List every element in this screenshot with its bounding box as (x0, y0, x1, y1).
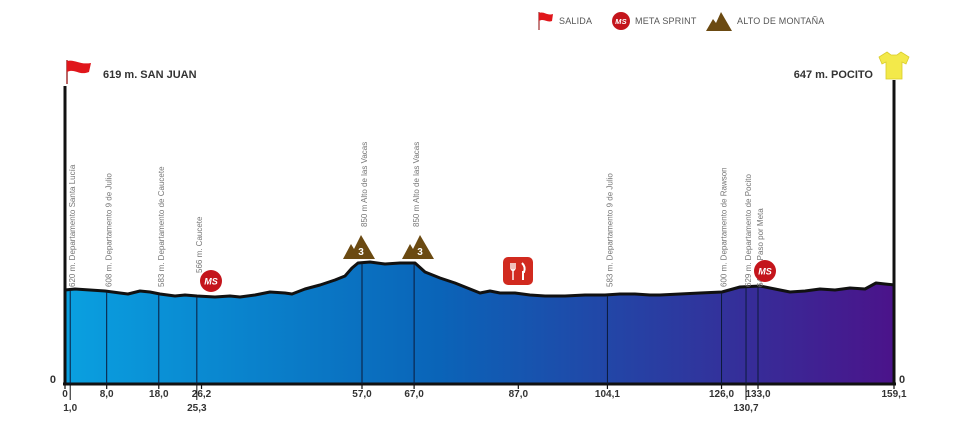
start-label: 619 m. SAN JUAN (103, 69, 197, 81)
km-label: 159,1 (881, 389, 906, 400)
waypoint-label: 647 m. Paso por Meta (756, 208, 765, 287)
yellow-jersey-icon (878, 51, 910, 80)
red-flag-icon (538, 12, 553, 30)
legend-ms-badge: MS (615, 17, 627, 26)
elevation-zero-left: 0 (50, 374, 56, 386)
legend-meta-sprint: MS META SPRINT (611, 10, 697, 32)
fork-knife-icon (503, 257, 533, 285)
waypoint-label: 620 m. Departamento Santa Lucía (68, 164, 77, 287)
meta-sprint-marker-1: MS (200, 270, 222, 292)
meta-sprint-label-1: MS (204, 277, 218, 287)
waypoint-labels: 620 m. Departamento Santa Lucía 608 m. De… (68, 142, 765, 287)
waypoint-label: 583 m. Departamento de Caucete (157, 166, 166, 287)
km-label: 104,1 (595, 389, 620, 400)
km-label: 67,0 (404, 389, 424, 400)
waypoint-label: 600 m. Departamento de Rawson (720, 167, 729, 287)
legend-salida: SALIDA (537, 10, 592, 32)
km-label: 57,0 (352, 389, 372, 400)
climb-category-2: 3 (417, 247, 423, 258)
waypoint-label: 566 m. Caucete (195, 216, 204, 273)
km-label-secondary: 130,7 (734, 403, 759, 414)
waypoint-label: 850 m Alto de las Vacas (412, 142, 421, 227)
km-label: 26,2 (192, 389, 212, 400)
legend-alto-montana-label: ALTO DE MONTAÑA (737, 16, 825, 26)
meta-sprint-icon: MS (612, 12, 630, 30)
legend-salida-label: SALIDA (559, 16, 593, 26)
legend-meta-sprint-label: META SPRINT (635, 16, 697, 26)
elevation-profile-line (64, 260, 896, 299)
waypoint-label: 583 m. Departamento 9 de Julio (605, 173, 614, 287)
mountain-icon (706, 12, 732, 31)
waypoint-label: 629 m. Departamento de Pocito (744, 173, 753, 287)
km-label: 87,0 (509, 389, 529, 400)
km-label: 0 (62, 389, 68, 400)
km-label: 126,0 (709, 389, 734, 400)
km-label-secondary: 1,0 (63, 403, 77, 414)
waypoint-label: 608 m. Departamento 9 de Julio (105, 173, 114, 287)
finish-label: 647 m. POCITO (794, 69, 874, 81)
km-axis: 0 8,0 18,0 26,2 57,0 67,0 87,0 104,1 126,0 133,0 1… (62, 384, 907, 414)
km-label-secondary: 25,3 (187, 403, 207, 414)
climb-marker-2: 3 (402, 235, 434, 259)
km-label: 8,0 (100, 389, 114, 400)
km-label: 133,0 (745, 389, 770, 400)
km-label: 18,0 (149, 389, 169, 400)
elevation-zero-right: 0 (899, 374, 905, 386)
waypoint-lines (69, 263, 759, 384)
climb-category-1: 3 (358, 247, 364, 258)
climb-marker-1: 3 (343, 235, 375, 259)
waypoint-label: 850 m Alto de las Vacas (360, 142, 369, 227)
legend-alto-montana: ALTO DE MONTAÑA (705, 10, 825, 32)
meta-sprint-marker-2: MS (754, 260, 776, 282)
meta-sprint-label-2: MS (758, 267, 772, 277)
red-flag-icon (66, 60, 91, 84)
